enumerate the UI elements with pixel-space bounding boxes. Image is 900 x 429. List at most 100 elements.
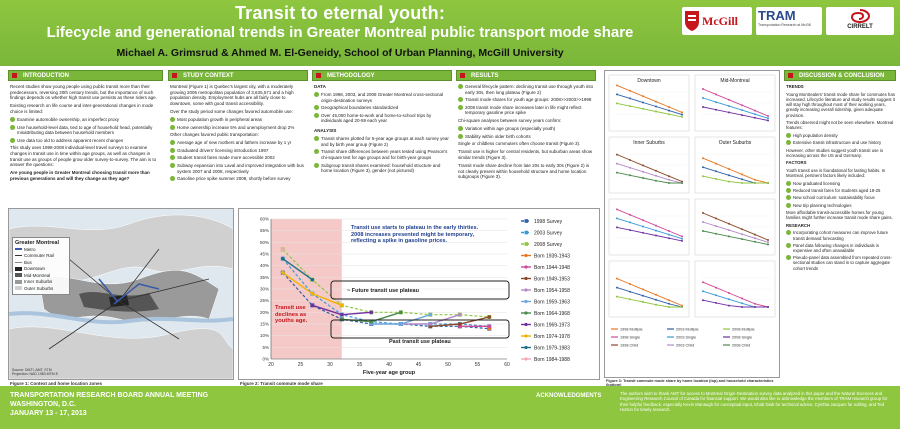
conference-dates: JANUARY 13 - 17, 2013 (10, 410, 87, 417)
cirrelt-logo: CIRRELT (826, 7, 894, 35)
small-data-point (681, 115, 683, 118)
results-paragraph: Transit use is higher for central reside… (458, 149, 593, 160)
section-header-discussion: DISCUSSION & CONCLUSION (784, 70, 896, 81)
methodology-body: DATA From 1998, 2003, and 2008 Greater M… (314, 84, 450, 176)
small-data-point (642, 107, 644, 110)
small-data-point (754, 116, 756, 119)
small-data-point (681, 239, 683, 242)
small-data-point (655, 110, 657, 113)
method-analysis-heading: ANALYSIS (314, 128, 337, 134)
small-series-line (702, 230, 769, 245)
small-data-point (715, 232, 717, 235)
discussion-bullet: Extensive transit infrastructure and use… (786, 140, 896, 146)
header-banner: Transit to eternal youth: Lifecycle and … (0, 0, 900, 66)
small-series-line (616, 208, 683, 237)
small-data-point (715, 286, 717, 289)
small-data-point (728, 292, 730, 294)
data-point (487, 324, 492, 329)
small-data-point (741, 302, 743, 305)
small-data-point (767, 306, 769, 308)
data-point (369, 319, 374, 324)
small-data-point (702, 299, 704, 302)
x-tick-label: 50 (445, 362, 451, 368)
small-data-point (655, 169, 657, 172)
small-series-line (702, 97, 769, 119)
legend-marker (524, 299, 528, 304)
small-data-point (681, 304, 683, 307)
small-data-point (702, 175, 704, 178)
small-data-point (629, 221, 631, 224)
small-data-point (702, 166, 704, 169)
small-series-line (616, 172, 682, 184)
legend-label: 2008 Survey (534, 242, 563, 248)
legend-label: Born 1954-1958 (534, 288, 570, 294)
context-bullet: Average age of new mothers and fathers i… (170, 140, 306, 146)
small-series-line (702, 299, 768, 308)
data-point (340, 303, 344, 308)
figure2-chart-panel: 0% 5% 10% 15% 20% 25% 30% 35% 40% 45% 50% 55% 60% 20 2… (238, 208, 600, 380)
small-data-point (655, 100, 657, 103)
x-axis-title: Five-year age group (363, 370, 416, 376)
small-data-point (702, 290, 704, 293)
small-data-point (767, 182, 769, 184)
small-data-point (629, 229, 631, 232)
small-legend-label: 1998 Multiple (620, 328, 643, 332)
tram-logo: TRAM Transportation Research at McGill (756, 7, 822, 35)
small-data-point (616, 102, 618, 105)
small-series-line (616, 154, 683, 183)
legend-label: Born 1979-1983 (534, 345, 570, 351)
legend-label: Born 1974-1978 (534, 334, 570, 340)
discussion-bullet: Now graduated licensing (786, 181, 896, 187)
intro-bullet: Use household-level data, tied to age of… (10, 124, 162, 136)
method-data-heading: DATA (314, 84, 326, 89)
small-data-point (668, 175, 670, 178)
context-bullet: Home ownership increase 5% and unemploym… (170, 124, 306, 131)
acknowledgments-heading: ACKNOWLEDGMENTS (536, 393, 602, 399)
small-data-point (741, 104, 743, 107)
small-data-point (767, 115, 769, 117)
small-legend-label: 2008 Multiple (732, 328, 755, 332)
legend-marker (524, 242, 529, 246)
legend-marker (524, 334, 528, 338)
figure2-caption: Figure 2: Transit commute mode share (240, 381, 323, 386)
small-series-line (702, 221, 769, 243)
subgroup-charts: Downtown Mid-Montreal Inner Suburbs Outer S… (608, 74, 776, 348)
results-bullet: General lifecycle pattern: declining tra… (458, 84, 596, 95)
small-data-point (616, 286, 618, 289)
intro-bullet: Use data too old to address apparent rec… (10, 137, 162, 144)
discussion-bullet: New school curriculum: sustainability fo… (786, 195, 896, 201)
legend-label: Born 1949-1953 (534, 276, 570, 282)
discussion-bullet: New trip planning technologies (786, 202, 896, 208)
discussion-bullet: Panel data following changes in individu… (786, 242, 896, 253)
small-legend-label: 1998 Single (620, 336, 640, 340)
legend-inner-suburbs: Inner Suburbs (15, 279, 67, 286)
small-data-point (681, 180, 683, 183)
small-data-point (616, 153, 618, 156)
method-bullet: Geographical boundaries standardized (314, 105, 450, 111)
x-tick-label: 55 (475, 362, 481, 368)
small-data-point (702, 157, 704, 160)
small-data-point (741, 228, 743, 231)
small-data-point (668, 302, 670, 305)
context-paragraph: Other changes favored public transportat… (170, 132, 259, 138)
context-bullet: Gasoline price spike summer 2008, shortl… (170, 176, 306, 182)
small-data-point (741, 238, 743, 241)
context-paragraph: Over the study period some changes favor… (170, 108, 293, 114)
small-data-point (668, 109, 670, 112)
small-legend-label: 2003 Multiple (676, 328, 699, 332)
data-point (487, 315, 492, 319)
x-tick-label: 30 (327, 362, 333, 368)
small-data-point (728, 111, 730, 114)
results-bullet: Stability within older birth cohorts (458, 133, 596, 140)
legend-marker (524, 230, 529, 235)
small-data-point (728, 168, 730, 170)
small-data-point (741, 233, 743, 236)
annotation-youth-decline: Transit use declines as youths age. (275, 305, 307, 324)
small-data-point (767, 239, 769, 241)
data-point (428, 312, 433, 317)
small-data-point (728, 235, 730, 238)
y-tick-label: 45% (260, 252, 269, 257)
small-series-line (702, 157, 769, 184)
small-data-point (715, 93, 717, 96)
y-tick-label: 40% (260, 263, 269, 268)
